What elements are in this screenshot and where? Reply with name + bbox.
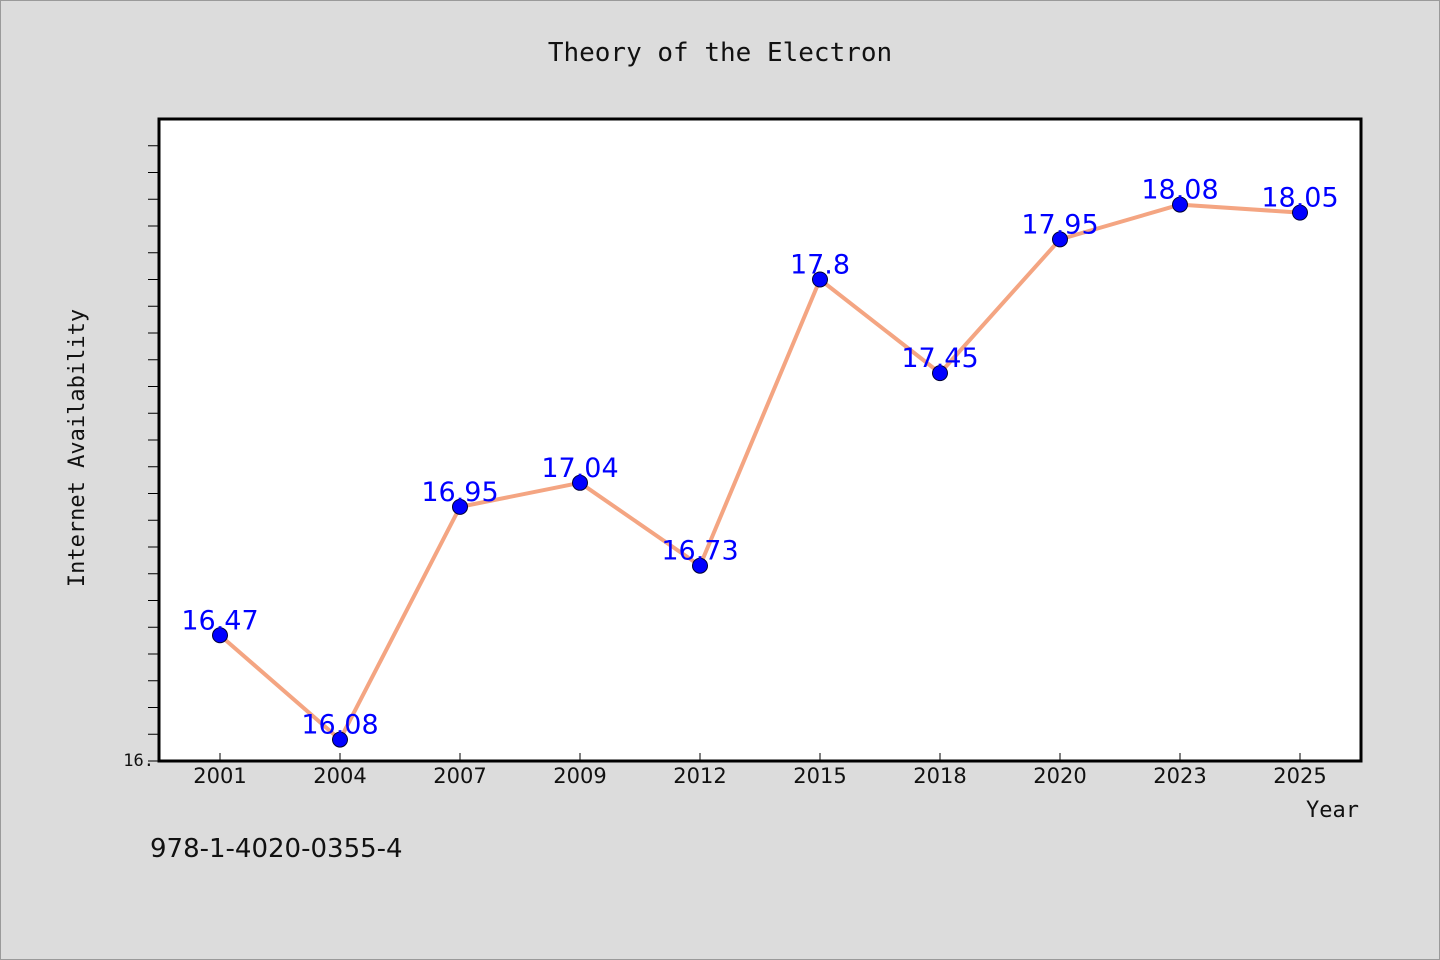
data-point-marker xyxy=(1052,231,1068,248)
y-tick-label: 16. xyxy=(123,751,154,771)
x-axis-ticks: 2001 2004 2007 2009 2012 2015 2018 2020 2023 2025 xyxy=(193,753,1327,788)
data-label: 16.95 xyxy=(421,477,498,508)
data-point-marker xyxy=(452,498,468,515)
data-label: 16.08 xyxy=(301,710,378,741)
x-axis-label: Year xyxy=(1306,798,1359,823)
x-tick-label: 2015 xyxy=(793,764,846,788)
x-tick-label: 2001 xyxy=(193,764,246,788)
data-point-marker xyxy=(332,731,348,748)
data-label: 16.47 xyxy=(181,605,258,636)
data-point-marker xyxy=(572,474,588,491)
y-axis-ticks xyxy=(148,145,159,762)
data-label: 17.04 xyxy=(541,453,618,484)
x-tick-label: 2004 xyxy=(313,764,366,788)
data-label: 17.45 xyxy=(901,343,978,374)
data-label: 17.95 xyxy=(1021,209,1098,240)
data-point-marker xyxy=(812,271,828,288)
x-tick-label: 2009 xyxy=(553,764,606,788)
x-tick-label: 2023 xyxy=(1153,764,1206,788)
x-tick-label: 2007 xyxy=(433,764,486,788)
data-point-marker xyxy=(1292,204,1308,221)
chart-title: Theory of the Electron xyxy=(548,38,892,68)
data-point-marker xyxy=(212,627,228,644)
data-label: 16.73 xyxy=(661,536,738,567)
x-tick-label: 2020 xyxy=(1033,764,1086,788)
x-tick-label: 2018 xyxy=(913,764,966,788)
data-label: 18.08 xyxy=(1141,175,1218,206)
data-point-marker xyxy=(1172,196,1188,213)
x-tick-label: 2025 xyxy=(1273,764,1326,788)
data-label: 18.05 xyxy=(1261,183,1338,214)
data-point-marker xyxy=(932,365,948,382)
y-axis-label: Internet Availability xyxy=(65,309,90,587)
data-markers xyxy=(212,196,1308,748)
data-labels: 16.47 16.08 16.95 17.04 16.73 17.8 17.45 17.95 1… xyxy=(181,175,1338,741)
series-line xyxy=(218,202,1302,742)
x-tick-label: 2012 xyxy=(673,764,726,788)
plot-area xyxy=(157,117,1363,763)
isbn-text: 978-1-4020-0355-4 xyxy=(150,834,403,864)
data-point-marker xyxy=(692,557,708,574)
data-label: 17.8 xyxy=(790,250,850,281)
